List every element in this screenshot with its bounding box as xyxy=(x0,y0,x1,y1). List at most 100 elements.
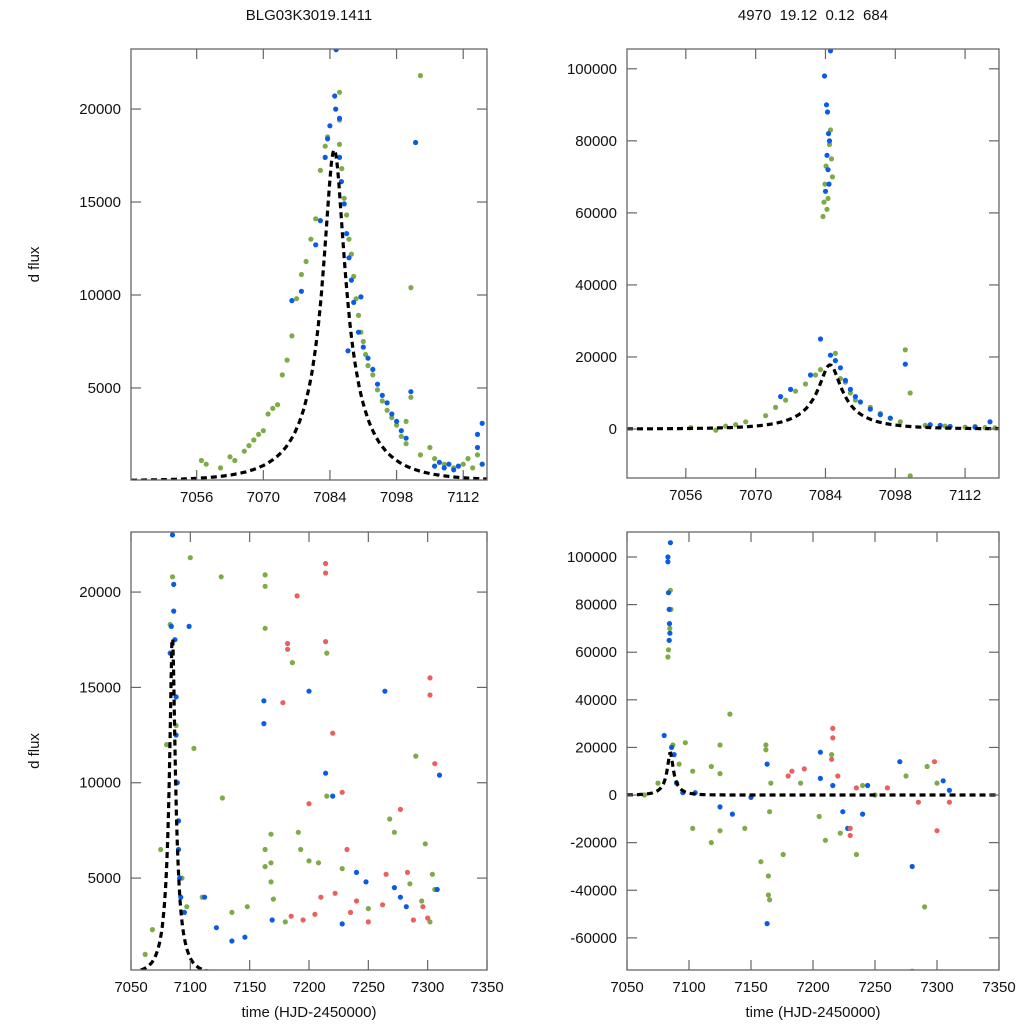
data-point-green xyxy=(370,372,376,378)
data-point-blue xyxy=(363,879,369,885)
data-point-green xyxy=(289,333,295,339)
data-point-green xyxy=(822,181,828,187)
x-tick-label: 7200 xyxy=(292,979,325,996)
data-point-blue xyxy=(666,621,673,627)
data-point-green xyxy=(847,390,854,396)
data-point-green xyxy=(465,456,471,462)
data-point-blue xyxy=(168,623,174,630)
data-point-green xyxy=(824,206,830,212)
data-point-green xyxy=(832,350,839,356)
data-point-green xyxy=(743,419,749,425)
plot-frame xyxy=(130,48,488,481)
data-point-blue xyxy=(345,348,351,354)
data-point-blue xyxy=(323,770,329,776)
x-tick-label: 7300 xyxy=(920,979,953,996)
data-point-red xyxy=(432,761,438,767)
data-point-blue xyxy=(173,694,179,700)
data-point-blue xyxy=(289,298,295,304)
data-point-green xyxy=(408,285,414,291)
data-point-green xyxy=(260,428,266,434)
data-point-blue xyxy=(826,138,833,144)
data-point-green xyxy=(460,461,466,467)
data-point-blue xyxy=(242,934,248,940)
data-point-green xyxy=(169,574,176,580)
data-point-green xyxy=(313,216,319,222)
data-point-red xyxy=(285,640,291,647)
data-point-green xyxy=(184,904,190,910)
x-tick-label: 7084 xyxy=(313,489,346,506)
data-point-blue xyxy=(667,540,674,546)
data-point-red xyxy=(397,806,403,813)
data-point-green xyxy=(387,816,393,822)
data-point-red xyxy=(427,675,433,681)
x-tick-label: 7100 xyxy=(174,979,207,996)
data-point-blue xyxy=(867,406,873,412)
data-point-blue xyxy=(817,336,824,342)
x-tick-label: 7070 xyxy=(247,489,280,506)
data-point-blue xyxy=(847,386,854,392)
data-point-green xyxy=(298,846,304,853)
data-point-green xyxy=(289,660,295,666)
data-point-green xyxy=(780,851,786,858)
data-point-green xyxy=(427,444,433,451)
series-green xyxy=(142,555,438,958)
data-point-blue xyxy=(897,759,903,765)
data-point-blue xyxy=(434,886,440,893)
data-point-green xyxy=(379,398,385,404)
data-point-blue xyxy=(330,793,336,799)
data-point-blue xyxy=(852,394,859,400)
data-point-blue xyxy=(432,463,438,469)
data-point-blue xyxy=(441,465,447,471)
data-point-red xyxy=(789,768,795,774)
data-point-green xyxy=(394,422,400,428)
data-point-blue xyxy=(339,921,345,927)
data-point-blue xyxy=(665,590,672,596)
x-tick-label: 7250 xyxy=(352,979,385,996)
plot-area xyxy=(627,49,999,478)
data-point-blue xyxy=(436,772,443,778)
data-point-blue xyxy=(451,467,457,473)
data-point-green xyxy=(708,840,714,846)
data-point-red xyxy=(420,904,426,910)
y-tick-label: 5000 xyxy=(88,870,121,887)
data-point-blue xyxy=(325,136,331,142)
data-point-blue xyxy=(397,894,403,900)
data-point-green xyxy=(344,212,350,218)
data-point-red xyxy=(339,789,345,795)
data-point-green xyxy=(802,381,809,387)
data-point-green xyxy=(763,747,769,753)
y-tick-label: 5000 xyxy=(88,380,121,397)
y-tick-label: 10000 xyxy=(79,287,121,304)
series-blue xyxy=(778,49,993,430)
data-point-green xyxy=(339,866,345,872)
data-point-green xyxy=(417,452,423,458)
data-point-blue xyxy=(436,459,442,465)
data-point-green xyxy=(324,650,330,656)
x-tick-label: 7056 xyxy=(669,487,702,504)
data-point-blue xyxy=(822,188,829,194)
data-point-blue xyxy=(842,377,849,383)
model-curve xyxy=(131,147,487,480)
data-point-green xyxy=(294,296,300,302)
data-point-blue xyxy=(666,606,672,613)
data-point-green xyxy=(270,896,276,902)
data-point-green xyxy=(256,431,262,437)
data-point-blue xyxy=(403,904,409,910)
data-point-blue xyxy=(827,49,834,54)
data-point-green xyxy=(270,405,276,411)
data-point-red xyxy=(365,919,371,925)
data-point-blue xyxy=(666,637,672,643)
data-point-red xyxy=(312,911,318,917)
data-point-blue xyxy=(322,154,328,160)
data-point-red xyxy=(288,913,294,919)
data-point-blue xyxy=(902,361,908,367)
data-point-green xyxy=(767,897,773,903)
x-tick-label: 7100 xyxy=(672,979,705,996)
data-point-green xyxy=(665,647,672,653)
data-point-red xyxy=(835,773,841,779)
data-point-blue xyxy=(479,461,485,467)
data-point-red xyxy=(847,825,853,832)
data-point-green xyxy=(232,457,238,464)
data-point-green xyxy=(324,793,330,799)
data-point-green xyxy=(268,879,274,885)
